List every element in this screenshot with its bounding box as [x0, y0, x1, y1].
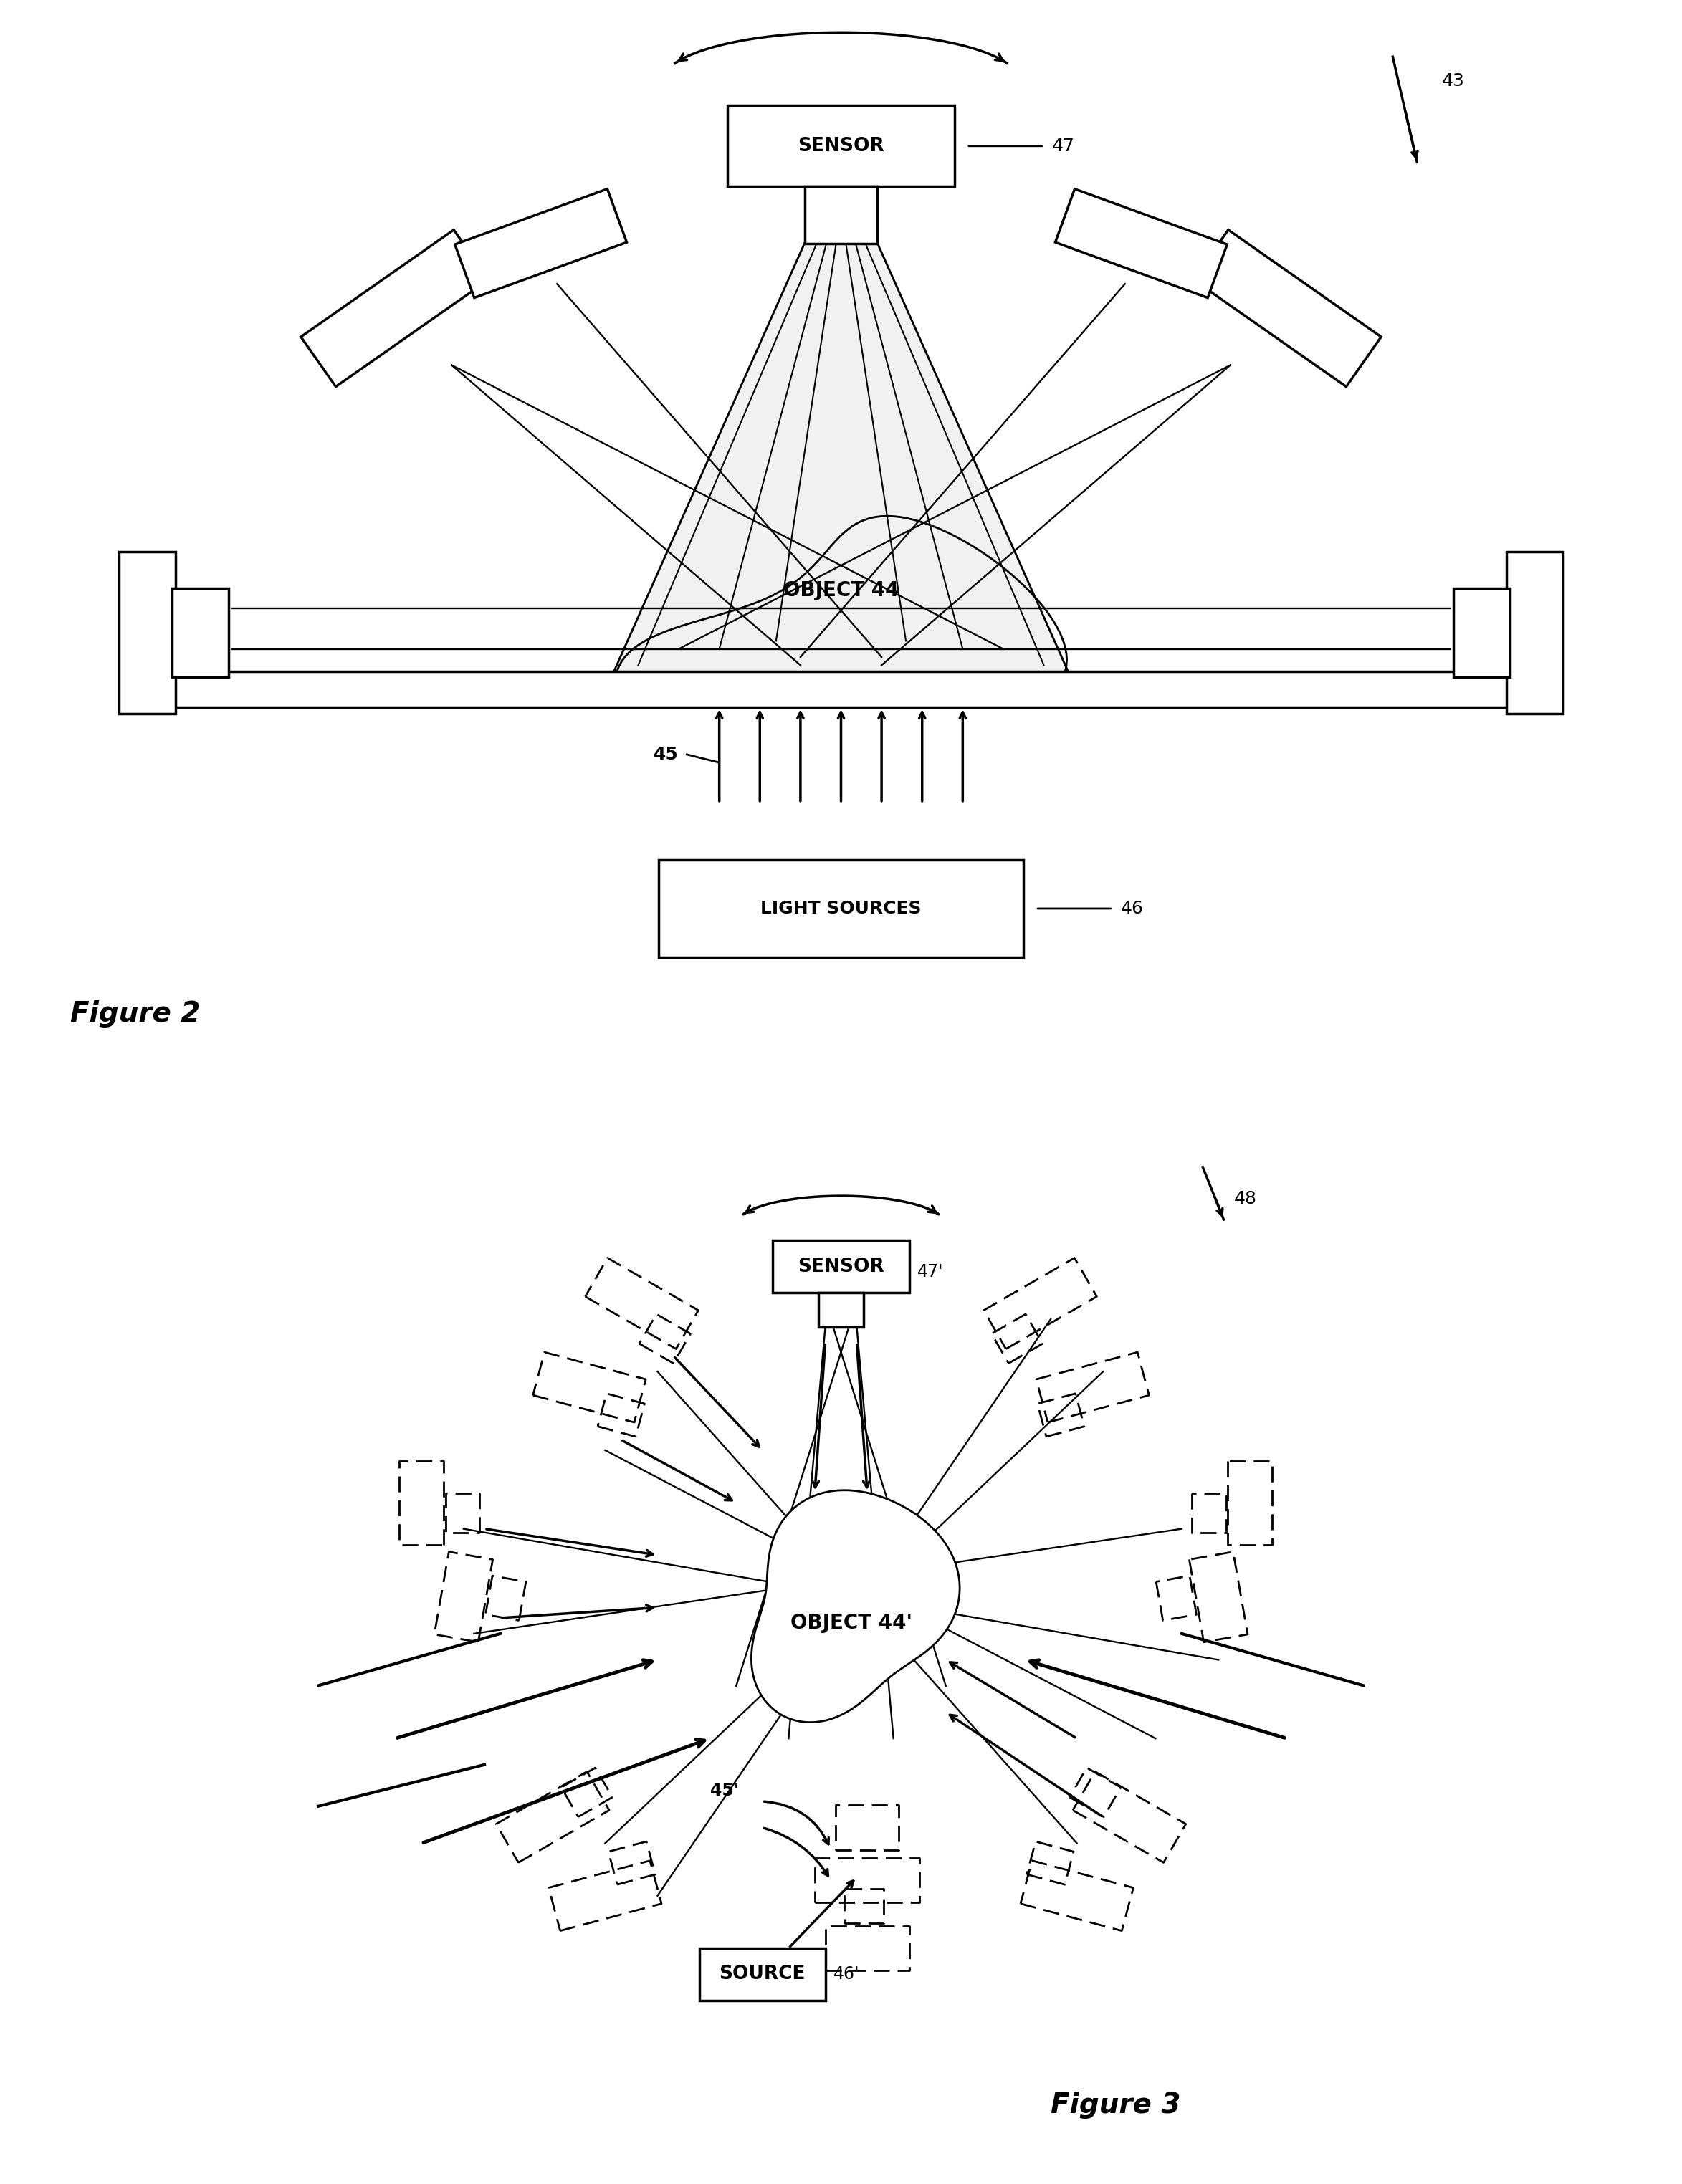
Polygon shape [301, 229, 489, 387]
Bar [1507, 553, 1563, 714]
Text: OBJECT 44': OBJECT 44' [791, 1614, 912, 1634]
Bar [1453, 587, 1510, 677]
Bar [772, 1241, 910, 1293]
Bar [151, 673, 1531, 708]
Bar [658, 860, 1024, 957]
Text: 48: 48 [1235, 1190, 1256, 1208]
Text: OBJECT 44: OBJECT 44 [784, 581, 898, 601]
Text: SENSOR: SENSOR [797, 1258, 885, 1275]
Text: SENSOR: SENSOR [797, 138, 885, 155]
Text: 47': 47' [917, 1262, 944, 1280]
Text: LIGHT SOURCES: LIGHT SOURCES [760, 900, 922, 917]
Text: 46': 46' [833, 1966, 860, 1983]
Text: Figure 2: Figure 2 [71, 1000, 200, 1029]
Bar [119, 553, 175, 714]
Text: 45': 45' [710, 1782, 738, 1800]
Polygon shape [1055, 190, 1228, 297]
Bar [804, 186, 878, 242]
Text: 43: 43 [1441, 72, 1465, 90]
Polygon shape [752, 1489, 960, 1723]
Bar [172, 587, 229, 677]
Bar [819, 1293, 863, 1328]
Bar [727, 105, 955, 186]
Text: Figure 3: Figure 3 [1051, 2092, 1181, 2118]
Text: 47: 47 [1051, 138, 1075, 155]
Text: 45: 45 [654, 745, 680, 762]
Polygon shape [1193, 229, 1381, 387]
Text: SOURCE: SOURCE [720, 1966, 806, 1983]
Polygon shape [454, 190, 627, 297]
Bar [700, 1948, 826, 2001]
Polygon shape [614, 242, 1068, 673]
Text: 46: 46 [1120, 900, 1144, 917]
